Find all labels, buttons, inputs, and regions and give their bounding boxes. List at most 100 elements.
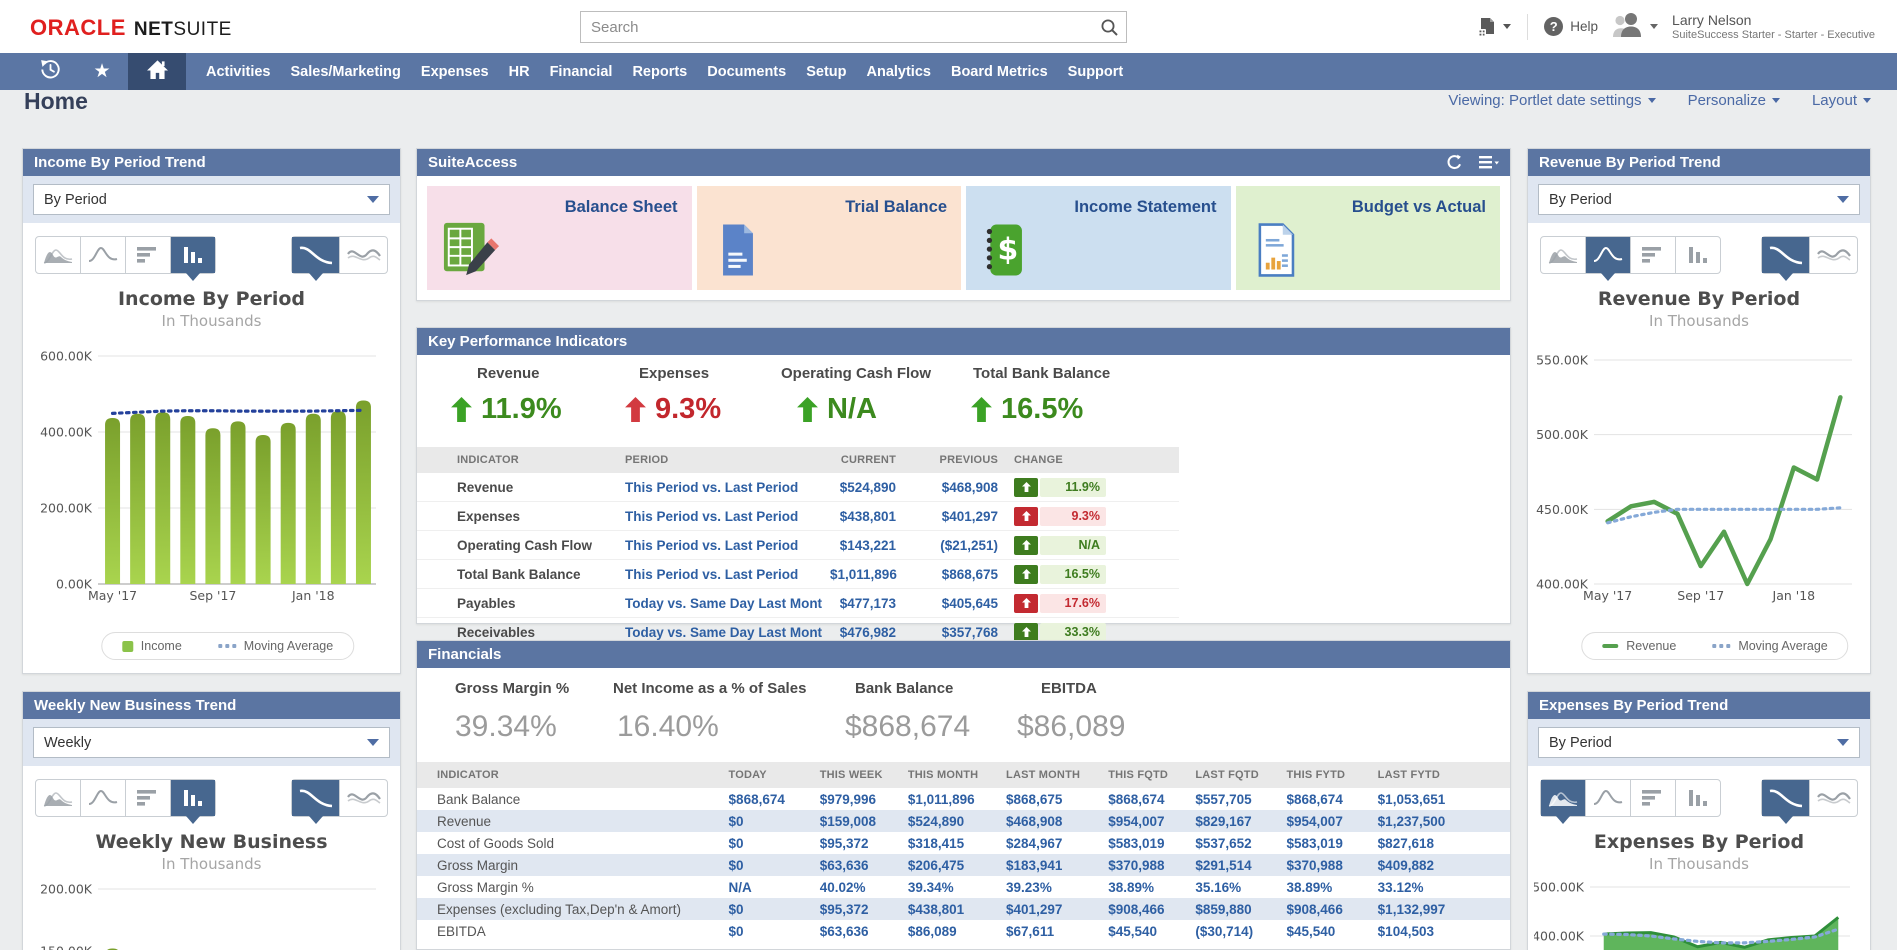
value-cell: 39.34%: [900, 876, 998, 898]
financials-label: Net Income as a % of Sales: [613, 680, 806, 697]
financials-row-expenses-excluding-tax-dep-n-amort-: Expenses (excluding Tax,Dep'n & Amort)$0…: [417, 898, 1510, 920]
trend-waves-icon[interactable]: [340, 237, 387, 273]
nav-item-setup[interactable]: Setup: [796, 64, 856, 80]
help-button[interactable]: ? Help: [1544, 17, 1598, 36]
value-cell: $954,007: [1279, 810, 1370, 832]
column-header: LAST FYTD: [1370, 762, 1510, 788]
value-cell: $868,674: [721, 788, 812, 810]
value-cell: $206,475: [900, 854, 998, 876]
trend-curve-icon[interactable]: [1762, 780, 1810, 816]
shortcuts-tab[interactable]: ★: [76, 53, 128, 90]
legend-item: Income: [122, 639, 182, 653]
vbar-chart-icon[interactable]: [171, 780, 215, 816]
change-cell: 16.5%: [1006, 560, 1179, 589]
search-input[interactable]: [581, 19, 1092, 36]
hbar-chart-icon[interactable]: [1631, 780, 1676, 816]
vbar-chart-icon[interactable]: [171, 237, 215, 273]
trend-curve-icon[interactable]: [292, 780, 340, 816]
viewing-portlet-date-settings[interactable]: Viewing: Portlet date settings: [1448, 92, 1655, 109]
new-record-icon[interactable]: [1477, 17, 1511, 37]
kpi-summary-total-bank-balance: Total Bank Balance16.5%: [971, 365, 1110, 426]
area-chart-icon[interactable]: [36, 780, 81, 816]
trend-waves-icon[interactable]: [1810, 237, 1857, 273]
refresh-icon[interactable]: [1446, 154, 1463, 171]
oracle-netsuite-logo[interactable]: ORACLENETSUITE: [30, 15, 232, 41]
line-chart-icon[interactable]: [81, 780, 126, 816]
change-badge: N/A: [1040, 536, 1106, 555]
home-tab[interactable]: [128, 53, 186, 90]
suiteaccess-tile-income-statement[interactable]: Income Statement$: [966, 186, 1231, 290]
revenue-by-period-chart: 550.00K500.00K450.00K400.00KMay '17Sep '…: [1534, 334, 1864, 606]
nav-item-board-metrics[interactable]: Board Metrics: [941, 64, 1058, 80]
filter-strip: Weekly: [23, 719, 400, 766]
trend-waves-icon[interactable]: [1810, 780, 1857, 816]
suiteaccess-tile-balance-sheet[interactable]: Balance Sheet: [427, 186, 692, 290]
nav-item-financial[interactable]: Financial: [540, 64, 623, 80]
user-menu[interactable]: [1612, 11, 1658, 42]
area-chart-icon[interactable]: [1541, 237, 1586, 273]
portlet-header[interactable]: SuiteAccess: [417, 149, 1510, 176]
portlet-header[interactable]: Income By Period Trend: [23, 149, 400, 176]
chart-subtitle: In Thousands: [1528, 312, 1870, 330]
portlet-header[interactable]: Weekly New Business Trend: [23, 692, 400, 719]
trend-curve-icon[interactable]: [1762, 237, 1810, 273]
line-chart-icon[interactable]: [1586, 780, 1631, 816]
layout-menu[interactable]: Layout: [1812, 92, 1871, 109]
nav-item-documents[interactable]: Documents: [697, 64, 796, 80]
period-filter-select[interactable]: By Period: [1538, 727, 1860, 758]
portlet-header[interactable]: Expenses By Period Trend: [1528, 692, 1870, 719]
nav-item-hr[interactable]: HR: [499, 64, 540, 80]
nav-item-activities[interactable]: Activities: [196, 64, 280, 80]
arrow-up-icon: [1014, 536, 1038, 555]
value-cell: $183,941: [998, 854, 1100, 876]
value-cell: $868,674: [1100, 788, 1187, 810]
nav-item-sales-marketing[interactable]: Sales/Marketing: [280, 64, 410, 80]
hbar-chart-icon[interactable]: [126, 780, 171, 816]
trend-mode-selector: [1761, 236, 1858, 274]
hbar-chart-icon[interactable]: [1631, 237, 1676, 273]
column-header: LAST FQTD: [1187, 762, 1278, 788]
area-chart-icon[interactable]: [1541, 780, 1586, 816]
vbar-chart-icon[interactable]: [1676, 780, 1720, 816]
line-chart-icon[interactable]: [81, 237, 126, 273]
value-cell: $0: [721, 854, 812, 876]
tile-label: Balance Sheet: [565, 198, 678, 217]
indicator-cell: Operating Cash Flow: [417, 531, 617, 560]
current-cell: $1,011,896: [822, 560, 904, 589]
trend-waves-icon[interactable]: [340, 780, 387, 816]
menu-icon[interactable]: [1479, 156, 1499, 170]
nav-item-support[interactable]: Support: [1058, 64, 1134, 80]
user-info[interactable]: Larry Nelson SuiteSuccess Starter - Star…: [1672, 12, 1875, 42]
hbar-chart-icon[interactable]: [126, 237, 171, 273]
value-cell: $979,996: [812, 788, 900, 810]
value-cell: $583,019: [1279, 832, 1370, 854]
column-header: CURRENT: [822, 447, 904, 473]
suiteaccess-tile-trial-balance[interactable]: Trial Balance: [697, 186, 962, 290]
period-cell: This Period vs. Last Period: [617, 502, 822, 531]
nav-item-analytics[interactable]: Analytics: [856, 64, 940, 80]
nav-item-reports[interactable]: Reports: [622, 64, 697, 80]
nav-item-expenses[interactable]: Expenses: [411, 64, 499, 80]
kpi-value: 11.9%: [481, 393, 562, 426]
area-chart-icon[interactable]: [36, 237, 81, 273]
period-filter-select[interactable]: By Period: [1538, 184, 1860, 215]
kpi-summary-operating-cash-flow: Operating Cash FlowN/A: [797, 365, 931, 426]
portlet-key-performance-indicators: Key Performance Indicators Revenue11.9%E…: [416, 327, 1511, 624]
trend-curve-icon[interactable]: [292, 237, 340, 273]
portlet-header[interactable]: Revenue By Period Trend: [1528, 149, 1870, 176]
period-filter-select[interactable]: By Period: [33, 184, 390, 215]
weekly-filter-select[interactable]: Weekly: [33, 727, 390, 758]
financials-value: $868,674: [845, 710, 970, 744]
suiteaccess-tile-budget-vs-actual[interactable]: Budget vs Actual: [1236, 186, 1501, 290]
vbar-chart-icon[interactable]: [1676, 237, 1720, 273]
indicator-cell: Payables: [417, 589, 617, 618]
financials-row-gross-margin: Gross Margin$0$63,636$206,475$183,941$37…: [417, 854, 1510, 876]
recent-records-tab[interactable]: [24, 53, 76, 90]
financials-label: Bank Balance: [855, 680, 970, 697]
portlet-header[interactable]: Financials: [417, 641, 1510, 668]
line-chart-icon[interactable]: [1586, 237, 1631, 273]
personalize-menu[interactable]: Personalize: [1688, 92, 1780, 109]
financials-table: INDICATORTODAYTHIS WEEKTHIS MONTHLAST MO…: [417, 762, 1510, 942]
search-icon[interactable]: [1092, 18, 1126, 37]
portlet-header[interactable]: Key Performance Indicators: [417, 328, 1510, 355]
